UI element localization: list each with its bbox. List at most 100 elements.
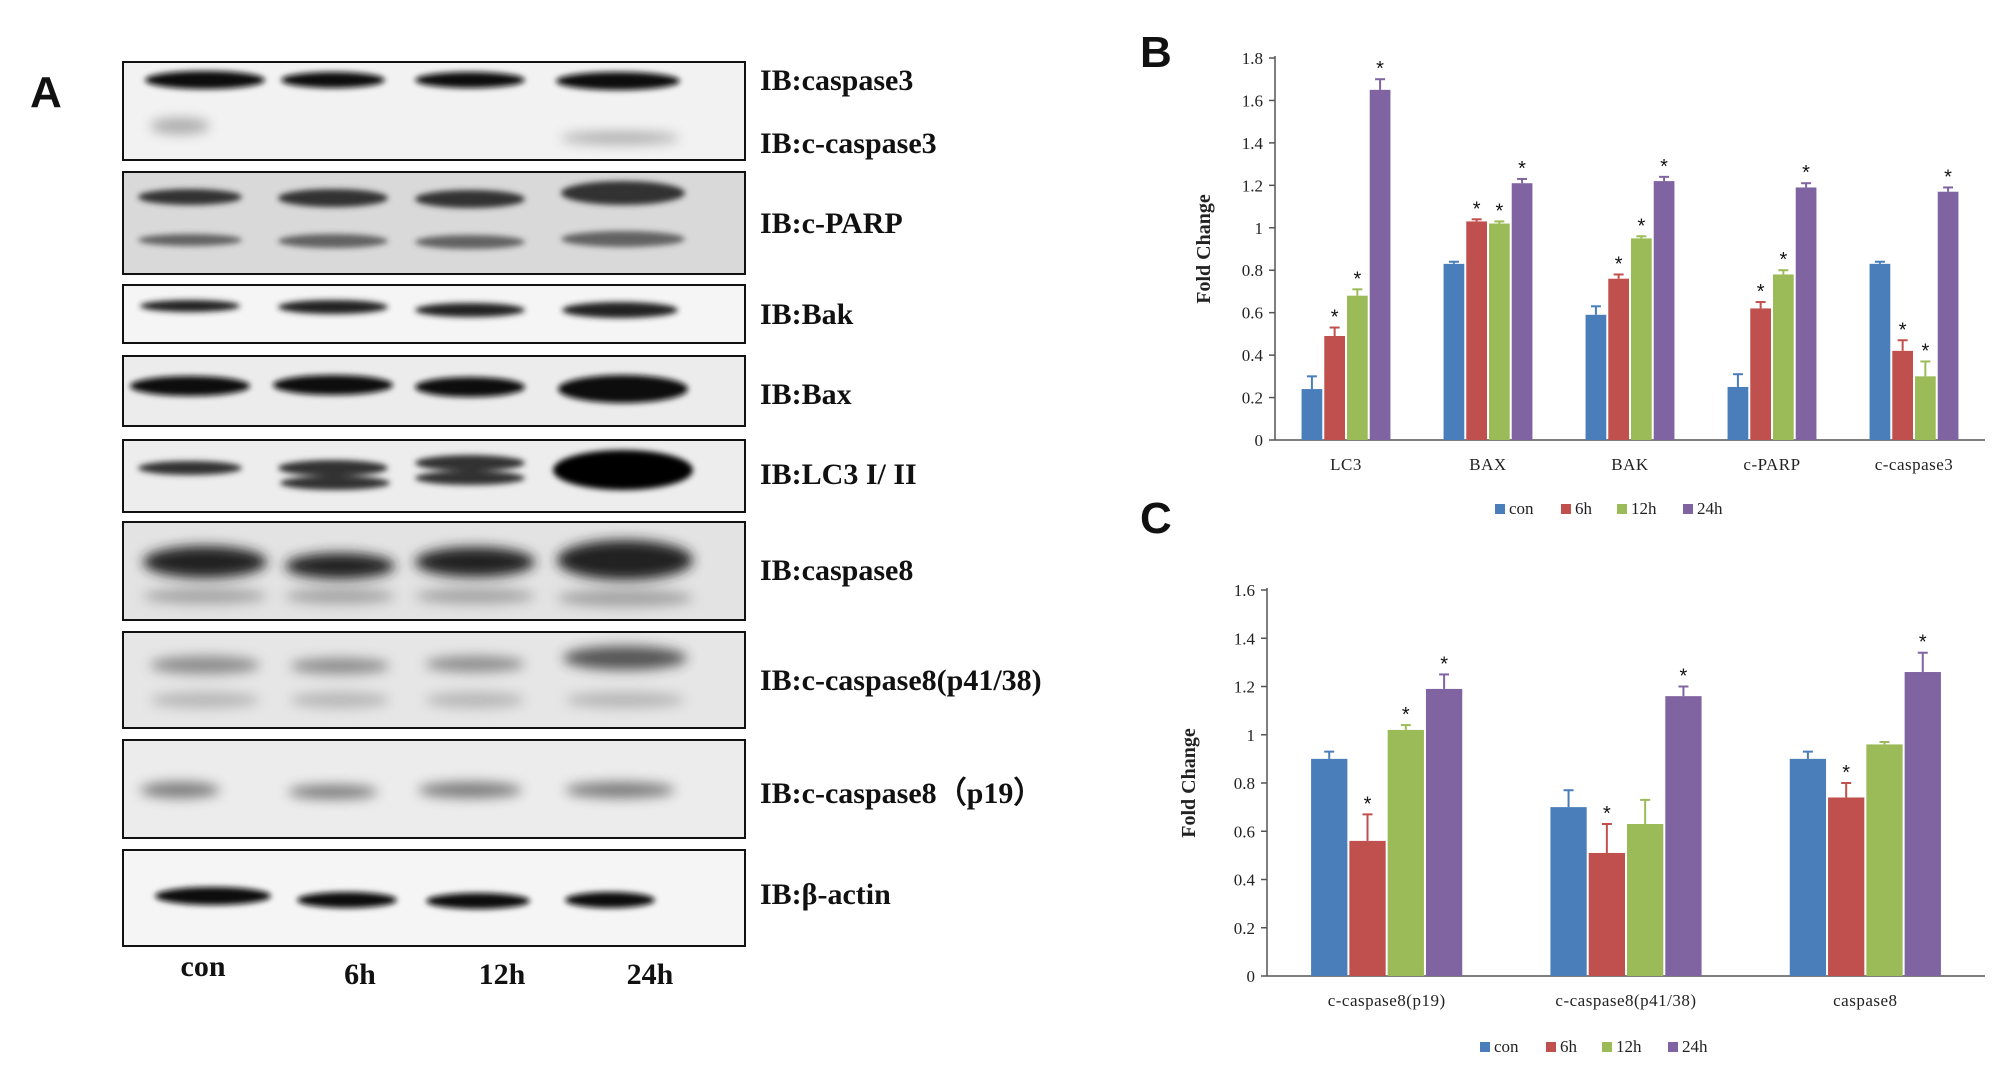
significance-star: * <box>1660 156 1668 178</box>
y-axis-label: Fold Change <box>1193 194 1215 304</box>
blot-strip-lc3 <box>122 439 746 513</box>
bar-6h-3 <box>1608 278 1629 440</box>
blot-label-c-caspase8-p41-38: IB:c-caspase8(p41/38) <box>760 664 1042 697</box>
y-tick-label: 0.8 <box>1242 261 1263 280</box>
y-tick-label: 1 <box>1247 726 1256 745</box>
bar-6h-1 <box>1349 840 1386 976</box>
legend-swatch-24h <box>1683 504 1693 514</box>
significance-star: * <box>1440 653 1448 675</box>
bar-con-4 <box>1727 386 1749 440</box>
significance-star: * <box>1944 166 1952 188</box>
bar-con-2 <box>1443 263 1465 440</box>
bar-6h-1 <box>1324 336 1345 440</box>
x-tick-label: c-caspase3 <box>1875 455 1954 474</box>
legend-label-con: con <box>1509 499 1534 518</box>
y-tick-label: 1.2 <box>1234 678 1255 697</box>
blot-strip-bax <box>122 355 746 427</box>
y-tick-label: 0.6 <box>1234 822 1255 841</box>
y-tick-label: 0.4 <box>1242 346 1264 365</box>
y-tick-label: 1.6 <box>1234 581 1255 600</box>
bar-con-1 <box>1311 758 1348 976</box>
bar-6h-4 <box>1750 308 1771 440</box>
significance-star: * <box>1919 632 1927 654</box>
panel-label-a: A <box>30 68 62 117</box>
y-tick-label: 0.2 <box>1242 389 1263 408</box>
blot-label-beta-actin: IB:β-actin <box>760 878 891 911</box>
legend-swatch-12h <box>1617 504 1627 514</box>
legend-swatch-con <box>1495 504 1505 514</box>
significance-star: * <box>1402 704 1410 726</box>
legend-label-6h: 6h <box>1575 499 1593 518</box>
x-tick-label: BAX <box>1469 455 1506 474</box>
x-tick-label: BAK <box>1611 455 1649 474</box>
y-tick-label: 0.8 <box>1234 774 1255 793</box>
bar-con-1 <box>1301 389 1323 440</box>
bar-con-2 <box>1550 807 1587 976</box>
significance-star: * <box>1921 340 1929 362</box>
significance-star: * <box>1376 58 1384 80</box>
legend-label-6h: 6h <box>1560 1037 1578 1056</box>
western-blot-image <box>122 61 746 947</box>
x-tick-label: c-caspase8(p41/38) <box>1555 991 1696 1010</box>
bar-24h-3 <box>1653 181 1675 441</box>
bar-12h-1 <box>1347 295 1368 440</box>
significance-star: * <box>1603 803 1611 825</box>
significance-star: * <box>1364 793 1372 815</box>
significance-star: * <box>1473 198 1481 220</box>
bar-12h-2 <box>1627 824 1664 976</box>
legend-swatch-con <box>1480 1042 1490 1052</box>
y-axis-label: Fold Change <box>1178 728 1200 838</box>
bar-12h-4 <box>1773 274 1794 440</box>
blot-strip-c-caspase8-p19 <box>122 739 746 839</box>
y-tick-label: 1.2 <box>1242 176 1263 195</box>
x-tick-label: caspase8 <box>1833 991 1897 1010</box>
legend-swatch-6h <box>1546 1042 1556 1052</box>
blot-label-c-caspase3: IB:c-caspase3 <box>760 127 937 160</box>
significance-star: * <box>1680 666 1688 688</box>
bar-con-5 <box>1869 263 1891 440</box>
legend-swatch-12h <box>1602 1042 1612 1052</box>
lane-label-con: con <box>180 950 226 983</box>
lane-label-6h: 6h <box>344 958 376 991</box>
y-tick-label: 0.2 <box>1234 919 1255 938</box>
bar-24h-3 <box>1904 672 1941 976</box>
bar-24h-4 <box>1795 187 1817 440</box>
significance-star: * <box>1899 319 1907 341</box>
bar-24h-2 <box>1665 696 1702 976</box>
blot-label-c-caspase8-p19: IB:c-caspase8（p19） <box>760 777 1044 810</box>
y-tick-label: 1.8 <box>1242 49 1263 68</box>
significance-star: * <box>1353 268 1361 290</box>
y-tick-label: 1.6 <box>1242 91 1263 110</box>
y-tick-label: 1.4 <box>1234 629 1256 648</box>
significance-star: * <box>1615 253 1623 275</box>
blot-strip-c-parp <box>122 171 746 275</box>
bar-6h-2 <box>1588 852 1625 976</box>
bar-12h-1 <box>1387 729 1424 976</box>
legend-swatch-6h <box>1561 504 1571 514</box>
blot-label-lc3: IB:LC3 I/ II <box>760 458 917 491</box>
legend-label-con: con <box>1494 1037 1519 1056</box>
blot-label-caspase3: IB:caspase3 <box>760 64 914 97</box>
y-tick-label: 0 <box>1247 967 1256 986</box>
y-tick-label: 0.4 <box>1234 871 1256 890</box>
blot-label-caspase8: IB:caspase8 <box>760 554 914 587</box>
bar-12h-3 <box>1631 238 1652 440</box>
legend-label-12h: 12h <box>1631 499 1657 518</box>
significance-star: * <box>1757 281 1765 303</box>
significance-star: * <box>1495 200 1503 222</box>
y-tick-label: 1.4 <box>1242 134 1264 153</box>
bar-6h-5 <box>1892 350 1913 440</box>
bar-6h-2 <box>1466 221 1487 440</box>
blot-label-c-parp: IB:c-PARP <box>760 207 903 240</box>
bar-12h-3 <box>1866 744 1903 976</box>
lane-label-24h: 24h <box>626 958 674 991</box>
lane-label-12h: 12h <box>478 958 526 991</box>
legend-label-12h: 12h <box>1616 1037 1642 1056</box>
y-tick-label: 0 <box>1255 431 1264 450</box>
bar-6h-3 <box>1828 797 1865 976</box>
legend-swatch-24h <box>1668 1042 1678 1052</box>
legend-label-24h: 24h <box>1682 1037 1708 1056</box>
significance-star: * <box>1518 158 1526 180</box>
